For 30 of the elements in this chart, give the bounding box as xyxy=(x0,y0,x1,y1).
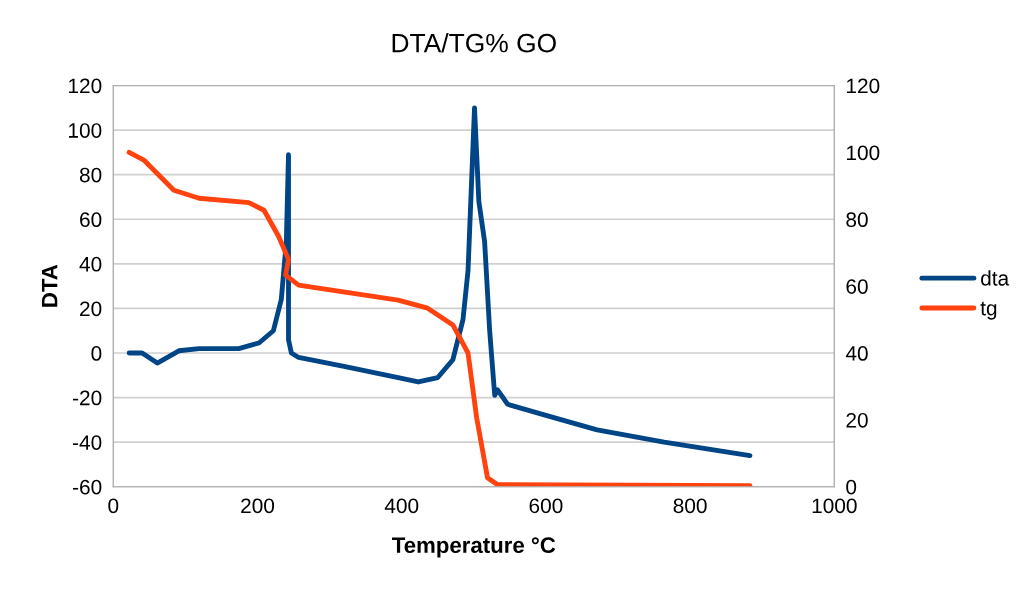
line-series xyxy=(126,149,753,487)
y-tick-label: 20 xyxy=(80,301,102,317)
x-tick-label: 600 xyxy=(529,498,563,514)
y2-tick-label: 80 xyxy=(846,212,868,228)
x-tick-label: 800 xyxy=(673,498,707,514)
y2-tick-label: 60 xyxy=(846,279,868,294)
y2-tick-label: 40 xyxy=(845,346,868,361)
legend-label: tg xyxy=(980,301,997,320)
y-tick-label: 120 xyxy=(69,78,102,94)
x-tick-label: 200 xyxy=(241,498,275,514)
y-tick-label: 0 xyxy=(91,346,102,361)
y2-tick-label: 20 xyxy=(846,412,868,428)
y-tick-label: 60 xyxy=(80,212,102,228)
y-tick-label: -60 xyxy=(73,479,102,495)
y-axis-title: DTA xyxy=(41,264,58,307)
y-tick-label: 100 xyxy=(69,123,102,138)
y-tick-label: -40 xyxy=(73,435,102,450)
y-tick-label: 80 xyxy=(79,167,102,183)
x-axis-title: Temperature °C xyxy=(392,537,556,558)
chart-title: DTA/TG% GO xyxy=(392,33,556,53)
y2-tick-label: 100 xyxy=(847,145,880,161)
y2-tick-label: 120 xyxy=(847,78,880,94)
y-tick-label: 40 xyxy=(79,256,102,272)
y-tick-label: -20 xyxy=(73,390,102,406)
x-tick-label: 400 xyxy=(384,498,419,514)
legend-label: dta xyxy=(981,270,1010,286)
y2-tick-label: 0 xyxy=(846,479,857,495)
x-tick-label: 0 xyxy=(108,498,119,514)
line-series xyxy=(126,105,753,458)
x-tick-label: 1000 xyxy=(812,498,857,514)
